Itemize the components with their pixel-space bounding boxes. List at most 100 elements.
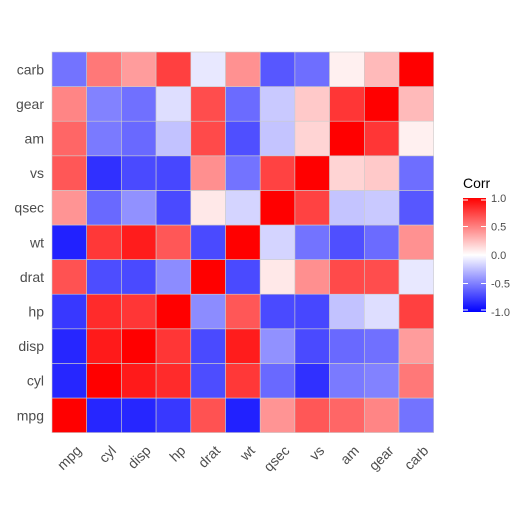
heatmap-cell-gear-gear bbox=[363, 86, 400, 122]
y-tick-label-carb: carb bbox=[17, 61, 44, 77]
heatmap-cell-vs-drat bbox=[294, 259, 330, 295]
heatmap-cell-wt-drat bbox=[225, 259, 261, 295]
y-tick-label-disp: disp bbox=[18, 338, 44, 354]
heatmap-cell-disp-carb bbox=[121, 51, 157, 87]
heatmap-cell-carb-wt bbox=[398, 224, 435, 260]
color-legend: Corr 1.0 0.5 0.0 -0.5 -1.0 bbox=[463, 175, 510, 319]
heatmap-cell-carb-carb bbox=[398, 51, 435, 87]
heatmap-cell-am-mpg bbox=[329, 397, 365, 433]
heatmap-cell-gear-cyl bbox=[363, 363, 400, 399]
heatmap-cell-cyl-am bbox=[86, 120, 122, 157]
heatmap-cell-carb-vs bbox=[398, 155, 435, 191]
y-tick-label-drat: drat bbox=[20, 269, 44, 285]
heatmap-cell-cyl-qsec bbox=[86, 190, 122, 226]
y-tick-label-vs: vs bbox=[30, 165, 44, 181]
heatmap-cell-hp-mpg bbox=[155, 397, 192, 433]
y-tick-label-wt: wt bbox=[29, 234, 44, 250]
y-tick-label-am: am bbox=[25, 131, 44, 147]
heatmap-cell-hp-drat bbox=[155, 259, 192, 295]
legend-tick-label: 0.0 bbox=[491, 250, 506, 262]
heatmap-cell-carb-drat bbox=[398, 259, 435, 295]
heatmap-cell-vs-cyl bbox=[294, 363, 330, 399]
heatmap-cell-mpg-qsec bbox=[51, 190, 88, 226]
heatmap-cell-qsec-disp bbox=[259, 328, 296, 364]
legend-title: Corr bbox=[463, 175, 491, 191]
heatmap-cell-cyl-wt bbox=[86, 224, 122, 260]
heatmap-cell-carb-cyl bbox=[398, 363, 435, 399]
heatmap-cell-mpg-disp bbox=[51, 328, 88, 364]
heatmap-cell-mpg-wt bbox=[51, 224, 88, 260]
heatmap-cell-gear-wt bbox=[363, 224, 400, 260]
heatmap-cell-gear-mpg bbox=[363, 397, 400, 433]
heatmap-cell-drat-wt bbox=[190, 224, 226, 260]
heatmap-cell-vs-hp bbox=[294, 293, 330, 330]
heatmap-cell-gear-qsec bbox=[363, 190, 400, 226]
y-tick-label-cyl: cyl bbox=[27, 373, 44, 389]
heatmap-cell-cyl-mpg bbox=[86, 397, 122, 433]
x-tick-label-vs: vs bbox=[306, 442, 327, 463]
y-tick-label-qsec: qsec bbox=[14, 200, 44, 216]
x-tick-label-qsec: qsec bbox=[260, 442, 292, 474]
x-tick-label-carb: carb bbox=[401, 442, 432, 473]
heatmap-cell-wt-disp bbox=[225, 328, 261, 364]
heatmap-cells bbox=[51, 51, 435, 433]
heatmap-cell-qsec-qsec bbox=[259, 190, 296, 226]
heatmap-cell-qsec-cyl bbox=[259, 363, 296, 399]
heatmap-cell-cyl-vs bbox=[86, 155, 122, 191]
heatmap-cell-drat-qsec bbox=[190, 190, 226, 226]
heatmap-cell-wt-mpg bbox=[225, 397, 261, 433]
heatmap-cell-disp-gear bbox=[121, 86, 157, 122]
heatmap-cell-disp-hp bbox=[121, 293, 157, 330]
heatmap-cell-carb-qsec bbox=[398, 190, 435, 226]
heatmap-cell-wt-wt bbox=[225, 224, 261, 260]
legend-tick-label: -0.5 bbox=[491, 279, 510, 291]
legend-tick-label: 0.5 bbox=[491, 222, 506, 234]
heatmap-cell-gear-drat bbox=[363, 259, 400, 295]
heatmap-cell-gear-vs bbox=[363, 155, 400, 191]
heatmap-cell-mpg-mpg bbox=[51, 397, 88, 433]
heatmap-cell-hp-carb bbox=[155, 51, 192, 87]
x-axis: mpg cyl disp hp drat wt qsec vs am gear carb bbox=[54, 442, 432, 474]
heatmap-cell-vs-wt bbox=[294, 224, 330, 260]
heatmap-cell-carb-gear bbox=[398, 86, 435, 122]
heatmap-cell-drat-am bbox=[190, 120, 226, 157]
x-tick-label-drat: drat bbox=[195, 442, 223, 470]
heatmap-cell-am-gear bbox=[329, 86, 365, 122]
heatmap-cell-drat-carb bbox=[190, 51, 226, 87]
heatmap-cell-hp-am bbox=[155, 120, 192, 157]
heatmap-cell-disp-drat bbox=[121, 259, 157, 295]
heatmap-cell-mpg-gear bbox=[51, 86, 88, 122]
legend-tick-label: 1.0 bbox=[491, 193, 506, 205]
heatmap-cell-vs-disp bbox=[294, 328, 330, 364]
heatmap-cell-qsec-mpg bbox=[259, 397, 296, 433]
heatmap-cell-vs-mpg bbox=[294, 397, 330, 433]
heatmap-cell-wt-hp bbox=[225, 293, 261, 330]
heatmap-cell-disp-mpg bbox=[121, 397, 157, 433]
heatmap-cell-am-vs bbox=[329, 155, 365, 191]
heatmap-cell-mpg-am bbox=[51, 120, 88, 157]
heatmap-cell-hp-disp bbox=[155, 328, 192, 364]
heatmap-cell-drat-hp bbox=[190, 293, 226, 330]
legend-colorbar bbox=[463, 198, 486, 312]
heatmap-cell-drat-disp bbox=[190, 328, 226, 364]
heatmap-cell-mpg-hp bbox=[51, 293, 88, 330]
heatmap-cell-am-carb bbox=[329, 51, 365, 87]
heatmap-cell-am-am bbox=[329, 120, 365, 157]
x-tick-label-gear: gear bbox=[366, 442, 397, 473]
heatmap-cell-am-wt bbox=[329, 224, 365, 260]
heatmap-cell-hp-hp bbox=[155, 293, 192, 330]
heatmap-cell-drat-cyl bbox=[190, 363, 226, 399]
heatmap-cell-qsec-vs bbox=[259, 155, 296, 191]
heatmap-cell-qsec-am bbox=[259, 120, 296, 157]
x-tick-label-mpg: mpg bbox=[54, 442, 85, 473]
heatmap-cell-vs-carb bbox=[294, 51, 330, 87]
heatmap-cell-drat-vs bbox=[190, 155, 226, 191]
heatmap-cell-qsec-gear bbox=[259, 86, 296, 122]
heatmap-cell-drat-mpg bbox=[190, 397, 226, 433]
heatmap-cell-cyl-disp bbox=[86, 328, 122, 364]
heatmap-cell-cyl-hp bbox=[86, 293, 122, 330]
heatmap-cell-carb-hp bbox=[398, 293, 435, 330]
heatmap-cell-am-hp bbox=[329, 293, 365, 330]
heatmap-cell-mpg-carb bbox=[51, 51, 88, 87]
heatmap-cell-drat-drat bbox=[190, 259, 226, 295]
